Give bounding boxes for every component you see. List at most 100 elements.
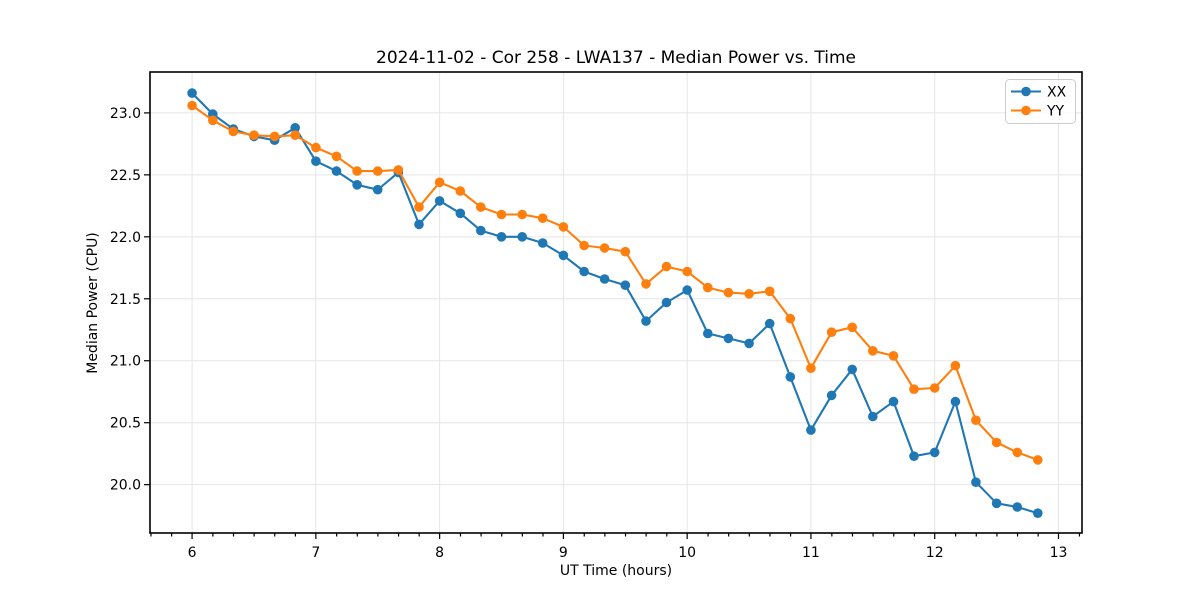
data-point-xx bbox=[661, 297, 672, 308]
x-tick-label: 11 bbox=[802, 545, 820, 561]
data-point-xx bbox=[971, 477, 981, 488]
y-axis-label: Median Power (CPU) bbox=[85, 232, 101, 374]
data-point-yy bbox=[208, 115, 218, 126]
data-point-xx bbox=[372, 184, 383, 195]
legend-marker-xx bbox=[1021, 86, 1031, 97]
data-point-yy bbox=[909, 384, 919, 395]
data-point-xx bbox=[723, 333, 734, 344]
data-point-yy bbox=[599, 243, 610, 253]
data-point-yy bbox=[187, 100, 197, 111]
data-point-xx bbox=[290, 123, 301, 133]
data-point-xx bbox=[1012, 502, 1023, 512]
data-point-yy bbox=[290, 130, 301, 140]
data-point-xx bbox=[455, 208, 466, 219]
data-point-yy bbox=[455, 186, 466, 196]
x-axis-label: UT Time (hours) bbox=[560, 563, 672, 579]
data-point-yy bbox=[971, 415, 981, 426]
data-point-xx bbox=[703, 328, 713, 339]
data-point-yy bbox=[352, 166, 362, 176]
data-point-yy bbox=[991, 437, 1002, 448]
axis-ticks bbox=[144, 112, 1081, 539]
data-point-xx bbox=[496, 232, 507, 242]
data-point-yy bbox=[517, 209, 527, 220]
data-point-yy bbox=[868, 346, 878, 356]
data-point-xx bbox=[991, 498, 1002, 509]
data-point-xx bbox=[558, 250, 569, 261]
data-point-yy bbox=[1012, 447, 1023, 458]
data-point-yy bbox=[764, 286, 775, 297]
data-point-yy bbox=[331, 151, 342, 162]
data-point-xx bbox=[579, 266, 589, 277]
y-tick-label: 22.0 bbox=[110, 230, 141, 246]
x-tick-label: 9 bbox=[559, 545, 568, 561]
data-point-xx bbox=[641, 316, 651, 326]
data-point-yy bbox=[888, 351, 899, 361]
data-point-xx bbox=[950, 396, 961, 407]
data-point-yy bbox=[806, 363, 816, 374]
data-point-xx bbox=[599, 274, 610, 284]
data-point-yy bbox=[393, 165, 404, 175]
data-point-yy bbox=[744, 289, 754, 299]
y-tick-label: 23.0 bbox=[110, 106, 141, 122]
data-point-yy bbox=[476, 202, 486, 212]
data-point-xx bbox=[620, 280, 631, 291]
data-point-yy bbox=[249, 130, 259, 140]
data-point-yy bbox=[496, 209, 507, 220]
data-point-xx bbox=[331, 166, 342, 176]
series-markers-yy bbox=[187, 100, 1043, 465]
data-point-xx bbox=[352, 180, 362, 190]
data-point-xx bbox=[929, 447, 940, 458]
data-point-yy bbox=[414, 202, 424, 212]
x-tick-label: 13 bbox=[1050, 545, 1068, 561]
data-point-xx bbox=[847, 364, 857, 375]
data-point-yy bbox=[372, 166, 383, 176]
chart-title: 2024-11-02 - Cor 258 - LWA137 - Median P… bbox=[376, 48, 856, 68]
data-point-xx bbox=[476, 225, 486, 236]
data-point-xx bbox=[187, 88, 197, 98]
data-point-yy bbox=[826, 327, 837, 338]
chart-plot-layer: 6 7 8 9 10 11 12 13 20.0 20.5 21.0 21.5 22.0 22.5 23.0… bbox=[110, 71, 1083, 561]
data-point-yy bbox=[723, 287, 734, 298]
data-point-yy bbox=[785, 313, 796, 324]
y-tick-label: 21.5 bbox=[110, 292, 141, 308]
y-tick-label: 20.5 bbox=[110, 416, 141, 432]
data-point-yy bbox=[661, 261, 672, 272]
legend-label-yy: YY bbox=[1046, 104, 1065, 120]
data-point-xx bbox=[414, 219, 424, 230]
data-point-xx bbox=[785, 372, 796, 382]
data-point-yy bbox=[950, 360, 961, 371]
data-point-yy bbox=[682, 266, 692, 277]
data-point-xx bbox=[826, 390, 837, 401]
x-tick-label: 12 bbox=[926, 545, 944, 561]
data-point-xx bbox=[888, 396, 899, 407]
data-point-xx bbox=[909, 451, 919, 462]
data-point-yy bbox=[929, 383, 940, 393]
data-point-yy bbox=[1033, 455, 1043, 465]
data-point-yy bbox=[228, 126, 239, 137]
legend-label-xx: XX bbox=[1047, 85, 1067, 101]
series-line-xx bbox=[191, 92, 1039, 515]
data-point-yy bbox=[537, 213, 548, 223]
data-point-xx bbox=[682, 285, 692, 295]
legend: XX YY bbox=[1005, 79, 1076, 124]
data-point-yy bbox=[847, 322, 857, 333]
x-tick-label: 10 bbox=[678, 545, 696, 561]
data-point-xx bbox=[311, 156, 321, 166]
data-point-yy bbox=[311, 142, 321, 153]
data-point-yy bbox=[641, 279, 651, 289]
legend-marker-yy bbox=[1021, 105, 1031, 116]
data-point-xx bbox=[806, 425, 816, 435]
data-point-yy bbox=[269, 131, 280, 142]
data-point-xx bbox=[434, 196, 445, 206]
plot-frame bbox=[149, 71, 1083, 534]
x-tick-label: 6 bbox=[188, 545, 197, 561]
data-point-yy bbox=[703, 282, 713, 293]
y-tick-label: 21.0 bbox=[110, 354, 141, 370]
data-point-xx bbox=[537, 238, 548, 248]
grid-lines bbox=[150, 72, 1082, 533]
data-point-yy bbox=[558, 222, 569, 232]
data-point-xx bbox=[744, 338, 754, 349]
data-point-xx bbox=[764, 318, 775, 329]
